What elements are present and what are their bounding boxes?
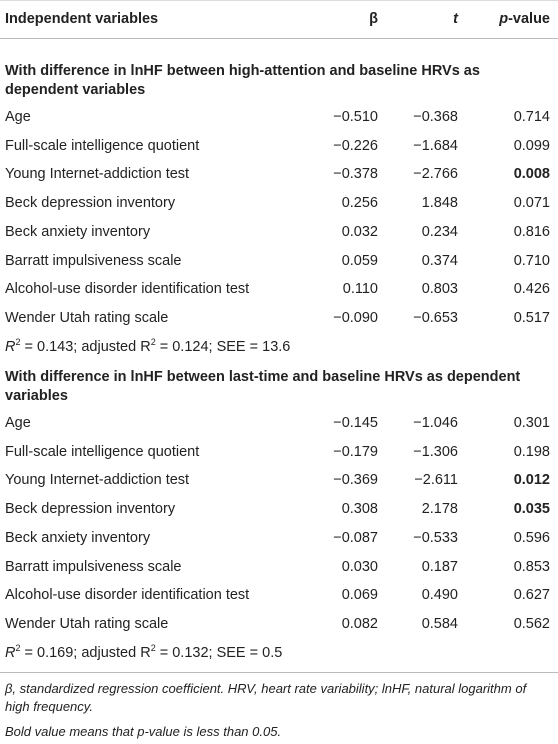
t-value: −2.611 <box>414 472 458 489</box>
p-value: 0.562 <box>513 615 550 632</box>
t-value: −1.684 <box>413 137 458 154</box>
summary-part: 2 <box>150 336 156 347</box>
beta: 0.256 <box>341 195 378 212</box>
footnote: β, standardized regression coefficient. … <box>5 681 527 714</box>
t-value: −1.046 <box>413 415 458 431</box>
variable: Beck depression inventory <box>5 501 176 518</box>
p-value: 0.853 <box>513 558 550 575</box>
rule <box>0 672 558 673</box>
beta: 0.069 <box>341 587 378 604</box>
variable: Wender Utah rating scale <box>5 615 169 632</box>
model-summary: R2 = 0.169; adjusted R2 = 0.132; SEE = 0… <box>5 642 283 662</box>
variable: Beck anxiety inventory <box>5 529 151 546</box>
t-value: 0.374 <box>421 252 458 269</box>
t-value: 1.848 <box>421 195 458 212</box>
summary-part: = 0.169; adjusted R <box>20 644 151 661</box>
summary-part: R <box>5 338 16 355</box>
variable: Age <box>5 415 31 431</box>
variable: Barratt impulsiveness scale <box>5 558 182 575</box>
p-value: 0.198 <box>513 443 550 460</box>
t-value: −1.306 <box>413 443 458 460</box>
t-value: −0.368 <box>413 109 458 125</box>
beta: 0.032 <box>341 223 378 240</box>
header-p: p-value <box>499 10 550 28</box>
header-t: t <box>453 11 458 27</box>
t-value: 0.234 <box>421 223 458 240</box>
summary-part: 2 <box>150 642 156 653</box>
summary-part: R <box>5 644 16 661</box>
beta: −0.369 <box>333 472 378 489</box>
summary-part: = 0.132; SEE = 0.5 <box>155 644 283 661</box>
p-value: 0.301 <box>513 415 550 431</box>
variable: Alcohol-use disorder identification test <box>5 587 250 604</box>
variable: Full-scale intelligence quotient <box>5 137 200 154</box>
variable: Beck anxiety inventory <box>5 223 151 240</box>
footnote: Bold value means that p-value is less th… <box>5 724 282 739</box>
p-value: 0.099 <box>513 137 550 154</box>
variable: Beck depression inventory <box>5 195 176 212</box>
beta: −0.378 <box>333 166 378 183</box>
t-value: −0.533 <box>413 529 458 546</box>
beta: −0.179 <box>333 443 378 460</box>
summary-part: = 0.124; SEE = 13.6 <box>155 338 291 355</box>
rule <box>0 0 558 1</box>
variable: Age <box>5 109 31 125</box>
summary-part: 2 <box>15 336 21 347</box>
beta: −0.087 <box>333 529 378 546</box>
header-p-suffix: -value <box>508 11 550 27</box>
section-title: With difference in lnHF between high-att… <box>5 63 480 98</box>
p-value: 0.710 <box>513 252 550 269</box>
t-value: 0.803 <box>421 281 458 298</box>
p-value: 0.008 <box>513 166 550 183</box>
p-value: 0.517 <box>513 309 550 326</box>
beta: 0.030 <box>341 558 378 575</box>
beta: −0.090 <box>333 309 378 326</box>
beta: 0.059 <box>341 252 378 269</box>
beta: −0.145 <box>333 415 378 431</box>
variable: Young Internet-addiction test <box>5 472 190 489</box>
t-value: −0.653 <box>413 309 458 326</box>
beta: 0.308 <box>341 501 378 518</box>
p-value: 0.426 <box>513 281 550 298</box>
summary-part: 2 <box>15 642 21 653</box>
t-value: 0.584 <box>421 615 458 632</box>
variable: Full-scale intelligence quotient <box>5 443 200 460</box>
beta: 0.082 <box>341 615 378 632</box>
summary-part: = 0.143; adjusted R <box>20 338 151 355</box>
header-beta: β <box>369 11 378 27</box>
t-value: 2.178 <box>421 501 458 518</box>
variable: Alcohol-use disorder identification test <box>5 281 250 298</box>
variable: Wender Utah rating scale <box>5 309 169 326</box>
p-value: 0.035 <box>513 501 550 518</box>
variable: Barratt impulsiveness scale <box>5 252 182 269</box>
model-summary: R2 = 0.143; adjusted R2 = 0.124; SEE = 1… <box>5 336 291 356</box>
section-title: With difference in lnHF between last-tim… <box>5 369 521 404</box>
p-value: 0.816 <box>513 223 550 240</box>
t-value: 0.490 <box>421 587 458 604</box>
p-value: 0.596 <box>513 529 550 546</box>
beta: −0.510 <box>333 109 378 125</box>
p-value: 0.071 <box>513 195 550 212</box>
header-p-letter: p <box>499 11 509 27</box>
rule <box>0 38 558 39</box>
beta: −0.226 <box>333 137 378 154</box>
header-variable: Independent variables <box>5 11 159 27</box>
beta: 0.110 <box>342 281 378 298</box>
p-value: 0.627 <box>513 587 550 604</box>
t-value: 0.187 <box>421 558 458 575</box>
t-value: −2.766 <box>413 166 458 183</box>
variable: Young Internet-addiction test <box>5 166 190 183</box>
p-value: 0.012 <box>513 472 550 489</box>
p-value: 0.714 <box>513 109 550 125</box>
